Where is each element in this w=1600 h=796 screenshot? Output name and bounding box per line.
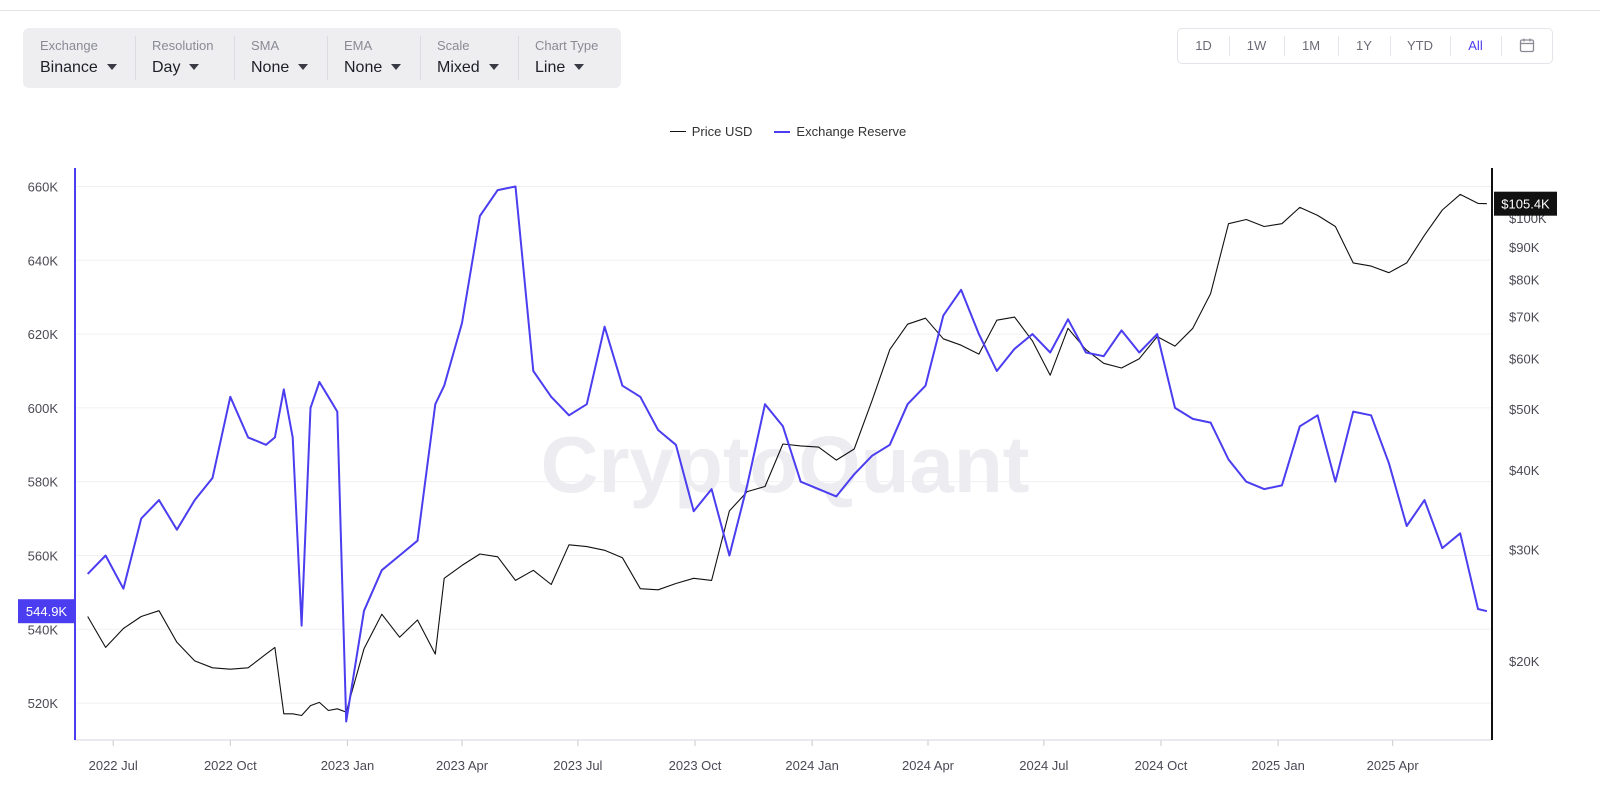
chevron-down-icon: [391, 64, 402, 70]
x-tick-label: 2024 Oct: [1135, 758, 1188, 773]
x-tick-label: 2025 Apr: [1367, 758, 1420, 773]
top-divider: [0, 10, 1600, 11]
ema-label: EMA: [344, 38, 373, 53]
chevron-down-icon: [574, 64, 585, 70]
calendar-button[interactable]: [1501, 36, 1552, 56]
legend-swatch-price: [669, 131, 686, 132]
legend-swatch-reserve: [774, 130, 791, 133]
scale-label: Scale: [437, 38, 470, 53]
calendar-icon: [1519, 38, 1534, 53]
resolution-label: Resolution: [152, 38, 214, 53]
exchange-reserve-line: [86, 185, 1488, 723]
last-value-badges: 544.9K $105.4K: [18, 191, 1557, 624]
price-last-value-badge: [1494, 191, 1557, 216]
sma-value: None: [251, 59, 290, 76]
y-right-tick-label: $80K: [1509, 273, 1540, 288]
y-right-tick-label: $50K: [1509, 402, 1540, 417]
axis-labels: 520K 540K 560K 580K 600K 620K 640K 660K $20K $30K…: [28, 179, 1547, 773]
y-left-tick-label: 540K: [28, 622, 59, 637]
range-ytd-button[interactable]: YTD: [1390, 36, 1450, 56]
sma-select[interactable]: SMA None: [234, 28, 327, 88]
chevron-down-icon: [488, 64, 499, 70]
x-tick-label: 2024 Jan: [785, 758, 839, 773]
y-right-tick-label: $20K: [1509, 654, 1540, 669]
exchange-value: Binance: [40, 59, 98, 76]
y-left-tick-label: 620K: [28, 327, 59, 342]
y-left-tick-label: 600K: [28, 401, 59, 416]
scale-value: Mixed: [437, 59, 480, 76]
exchange-select[interactable]: Exchange Binance: [23, 28, 135, 88]
x-tick-label: 2024 Jul: [1019, 758, 1068, 773]
y-right-tick-label: $90K: [1509, 240, 1540, 255]
chart-legend: Price USD Exchange Reserve: [0, 124, 1576, 139]
gridlines: [75, 185, 1492, 704]
y-left-tick-label: 660K: [28, 179, 59, 194]
resolution-value: Day: [152, 59, 181, 76]
legend-item-price[interactable]: Price USD: [669, 124, 753, 139]
reserve-last-value-badge: [18, 599, 75, 624]
chart-type-value: Line: [535, 59, 566, 76]
sma-label: SMA: [251, 38, 280, 53]
y-left-tick-label: 520K: [28, 696, 59, 711]
time-range-selector: 1D 1W 1M 1Y YTD All: [1177, 28, 1553, 64]
x-tick-label: 2023 Jul: [553, 758, 602, 773]
range-1y-button[interactable]: 1Y: [1338, 36, 1390, 56]
range-all-button[interactable]: All: [1450, 36, 1501, 56]
y-right-tick-label: $30K: [1509, 542, 1540, 557]
exchange-label: Exchange: [40, 38, 98, 53]
chart-type-select[interactable]: Chart Type Line: [518, 28, 621, 88]
x-tick-label: 2023 Jan: [321, 758, 375, 773]
y-right-tick-label: $60K: [1509, 352, 1540, 367]
legend-label-reserve: Exchange Reserve: [796, 124, 907, 139]
range-1d-button[interactable]: 1D: [1195, 38, 1212, 53]
scale-select[interactable]: Scale Mixed: [420, 28, 518, 88]
ema-value: None: [344, 59, 383, 76]
y-right-tick-label: $40K: [1509, 463, 1540, 478]
x-tick-label: 2023 Apr: [436, 758, 489, 773]
x-tick-label: 2025 Jan: [1251, 758, 1305, 773]
price-usd-line: [87, 193, 1487, 717]
filter-bar: Exchange Binance Resolution Day SMA None…: [23, 28, 621, 88]
ema-select[interactable]: EMA None: [327, 28, 420, 88]
range-1w-button[interactable]: 1W: [1229, 36, 1284, 56]
y-right-tick-label: $70K: [1509, 309, 1540, 324]
x-tick-label: 2022 Oct: [204, 758, 257, 773]
x-tick-label: 2023 Oct: [669, 758, 722, 773]
axes: [74, 168, 1493, 746]
legend-label-price: Price USD: [691, 124, 753, 139]
x-tick-label: 2022 Jul: [89, 758, 138, 773]
chart-type-label: Chart Type: [535, 38, 599, 53]
chevron-down-icon: [106, 64, 117, 70]
y-left-tick-label: 640K: [28, 253, 59, 268]
resolution-select[interactable]: Resolution Day: [135, 28, 234, 88]
price-last-value-text: $105.4K: [1501, 197, 1550, 212]
series-lines: [86, 185, 1488, 723]
x-tick-label: 2024 Apr: [902, 758, 955, 773]
chevron-down-icon: [189, 64, 200, 70]
chevron-down-icon: [298, 64, 309, 70]
legend-item-reserve[interactable]: Exchange Reserve: [774, 124, 906, 139]
range-1m-button[interactable]: 1M: [1284, 36, 1338, 56]
y-left-tick-label: 580K: [28, 475, 59, 490]
y-left-tick-label: 560K: [28, 548, 59, 563]
reserve-last-value-text: 544.9K: [26, 604, 68, 619]
